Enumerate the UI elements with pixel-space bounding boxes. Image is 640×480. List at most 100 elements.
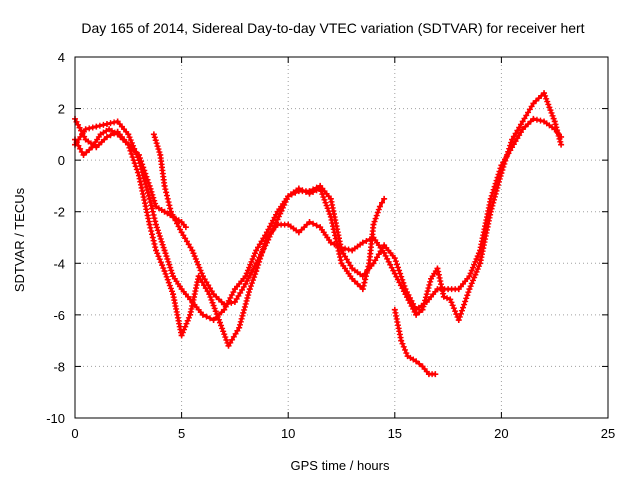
interp-marker — [396, 267, 403, 274]
interp-marker — [86, 125, 93, 132]
interp-marker — [421, 300, 428, 307]
interp-marker — [107, 132, 114, 139]
interp-marker — [363, 273, 370, 280]
interp-marker — [331, 229, 338, 236]
interp-marker — [212, 308, 219, 315]
data-point — [530, 115, 537, 122]
interp-marker — [469, 264, 476, 271]
interp-marker — [337, 254, 344, 261]
interp-marker — [425, 285, 432, 292]
interp-marker — [320, 194, 327, 201]
series-track-5 — [391, 306, 439, 378]
interp-marker — [182, 235, 189, 242]
interp-marker — [151, 197, 158, 204]
interp-marker — [163, 192, 170, 199]
interp-marker — [185, 241, 192, 248]
interp-marker — [241, 303, 248, 310]
data-point — [146, 195, 153, 202]
interp-marker — [144, 186, 151, 193]
interp-marker — [162, 270, 169, 277]
interp-marker — [468, 267, 475, 274]
interp-marker — [448, 299, 455, 306]
interp-marker — [523, 112, 530, 119]
interp-marker — [550, 115, 557, 122]
interp-marker — [393, 261, 400, 268]
interp-marker — [142, 170, 149, 177]
data-point — [498, 170, 505, 177]
interp-marker — [372, 215, 379, 222]
data-point — [135, 151, 142, 158]
interp-marker — [232, 330, 239, 337]
interp-marker — [458, 307, 465, 314]
interp-marker — [467, 283, 474, 290]
interp-marker — [469, 277, 476, 284]
data-point — [413, 311, 420, 318]
interp-marker — [187, 244, 194, 251]
data-point — [150, 131, 157, 138]
interp-marker — [394, 264, 401, 271]
interp-marker — [156, 256, 163, 263]
x-tick-label: 5 — [178, 426, 185, 441]
interp-marker — [133, 166, 140, 173]
interp-marker — [166, 261, 173, 268]
interp-marker — [154, 227, 161, 234]
interp-marker — [329, 223, 336, 230]
data-point — [558, 141, 565, 148]
interp-marker — [506, 145, 513, 152]
data-point — [359, 286, 366, 293]
interp-marker — [392, 258, 399, 265]
interp-marker — [196, 264, 203, 271]
interp-marker — [222, 334, 229, 341]
plot-frame — [74, 56, 609, 419]
data-point — [359, 239, 366, 246]
interp-marker — [148, 228, 155, 235]
interp-marker — [342, 245, 349, 252]
interp-marker — [239, 286, 246, 293]
interp-marker — [452, 308, 459, 315]
interp-marker — [240, 283, 247, 290]
interp-marker — [437, 278, 444, 285]
interp-marker — [335, 247, 342, 254]
interp-marker — [363, 269, 370, 276]
interp-marker — [438, 284, 445, 291]
interp-marker — [554, 130, 561, 137]
interp-marker — [423, 291, 430, 298]
data-point — [199, 273, 206, 280]
interp-marker — [332, 232, 339, 239]
interp-marker — [556, 135, 563, 142]
interp-marker — [141, 167, 148, 174]
interp-marker — [323, 202, 330, 209]
interp-marker — [164, 195, 171, 202]
interp-marker — [516, 124, 523, 131]
data-point — [327, 213, 334, 220]
interp-marker — [145, 179, 152, 186]
interp-marker — [96, 122, 103, 129]
interp-marker — [502, 157, 509, 164]
y-tick-label: -4 — [53, 256, 65, 271]
x-tick-label: 0 — [71, 426, 78, 441]
interp-marker — [403, 350, 410, 357]
interp-marker — [243, 270, 250, 277]
interp-marker — [528, 103, 535, 110]
interp-marker — [159, 262, 166, 269]
interp-marker — [364, 266, 371, 273]
interp-marker — [503, 154, 510, 161]
data-point — [182, 224, 189, 231]
interp-marker — [213, 311, 220, 318]
y-axis-label: SDTVAR / TECUs — [12, 187, 27, 292]
y-tick-label: -8 — [53, 359, 65, 374]
interp-marker — [325, 208, 332, 215]
data-point — [236, 324, 243, 331]
chart-title: Day 165 of 2014, Sidereal Day-to-day VTE… — [81, 20, 584, 36]
interp-marker — [183, 320, 190, 327]
interp-marker — [504, 151, 511, 158]
interp-marker — [209, 299, 216, 306]
interp-marker — [371, 218, 378, 225]
interp-marker — [495, 181, 502, 188]
interp-marker — [517, 129, 524, 136]
interp-marker — [184, 317, 191, 324]
interp-marker — [512, 138, 519, 145]
interp-marker — [497, 173, 504, 180]
interp-marker — [147, 224, 154, 231]
interp-marker — [379, 199, 386, 206]
